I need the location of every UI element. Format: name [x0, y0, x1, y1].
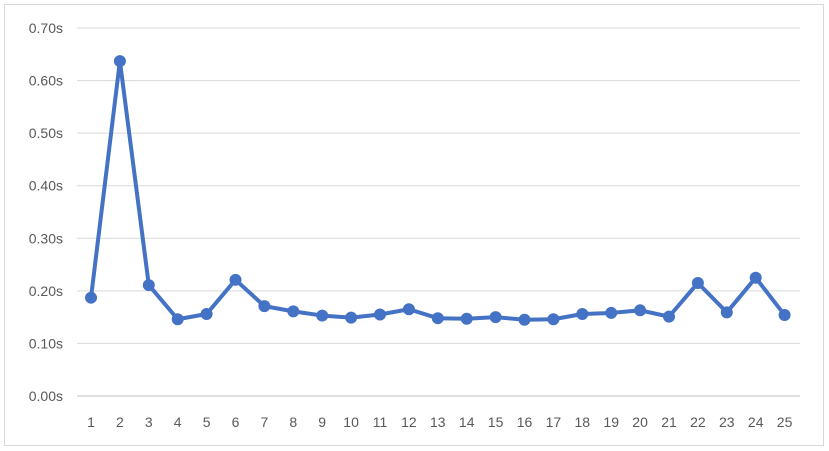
x-tick-label: 10 — [343, 414, 359, 430]
x-tick-label: 8 — [289, 414, 297, 430]
x-tick-label: 11 — [373, 414, 388, 430]
data-point — [85, 291, 97, 304]
x-tick-label: 25 — [777, 414, 793, 430]
x-tick-label: 21 — [661, 414, 677, 430]
data-point — [142, 279, 155, 292]
y-tick-label: 0.10s — [29, 335, 63, 351]
x-tick-label: 3 — [145, 414, 153, 430]
gridlines — [77, 27, 800, 397]
x-tick-label: 19 — [603, 414, 619, 430]
x-tick-label: 7 — [261, 414, 269, 430]
y-tick-label: 0.60s — [29, 73, 63, 89]
data-point — [749, 271, 762, 284]
data-point — [576, 307, 589, 320]
y-tick-label: 0.00s — [29, 388, 63, 404]
y-axis-tick-labels: 0.00s 0.10s 0.20s 0.30s 0.40s 0.50s 0.60s 0.70s — [29, 20, 63, 404]
x-axis-tick-labels: 1 2 3 4 5 6 7 8 9 10 11 12 13 14 15 16 17 18 19 20 21 22 23 24 2… — [87, 414, 792, 430]
x-tick-label: 15 — [488, 414, 504, 430]
x-tick-label: 17 — [546, 414, 562, 430]
x-tick-label: 13 — [430, 414, 446, 430]
data-point — [518, 313, 531, 326]
data-point — [258, 300, 271, 313]
y-tick-label: 0.20s — [29, 283, 63, 299]
data-point — [200, 307, 213, 320]
data-point — [374, 308, 386, 321]
series-line — [89, 59, 787, 322]
x-tick-label: 1 — [87, 414, 95, 430]
data-point — [489, 311, 502, 324]
data-point — [171, 313, 184, 326]
x-tick-label: 16 — [517, 414, 533, 430]
data-point — [691, 276, 704, 289]
data-point — [547, 313, 560, 326]
data-points — [85, 55, 791, 326]
data-point — [460, 312, 473, 325]
data-point — [720, 306, 733, 319]
y-tick-label: 0.70s — [29, 20, 63, 36]
x-tick-label: 18 — [575, 414, 591, 430]
x-tick-label: 23 — [719, 414, 735, 430]
x-tick-label: 2 — [116, 414, 124, 430]
data-point — [287, 305, 300, 318]
x-tick-label: 12 — [401, 414, 417, 430]
data-point — [345, 311, 358, 324]
data-point — [605, 306, 618, 319]
data-point — [113, 55, 126, 68]
y-tick-label: 0.50s — [29, 125, 63, 141]
data-point — [663, 310, 675, 323]
x-tick-label: 24 — [748, 414, 764, 430]
series-line-group — [89, 59, 787, 322]
data-point — [431, 312, 444, 325]
y-tick-label: 0.40s — [29, 178, 63, 194]
x-tick-label: 4 — [174, 414, 182, 430]
x-tick-label: 22 — [690, 414, 706, 430]
x-tick-label: 14 — [459, 414, 475, 430]
y-tick-label: 0.30s — [29, 230, 63, 246]
data-point — [402, 303, 415, 316]
x-tick-label: 6 — [232, 414, 240, 430]
data-point — [316, 309, 329, 322]
data-point — [229, 273, 242, 286]
x-tick-label: 5 — [203, 414, 211, 430]
x-tick-label: 20 — [632, 414, 648, 430]
data-point — [634, 304, 647, 317]
x-tick-label: 9 — [318, 414, 326, 430]
data-point — [778, 309, 791, 322]
